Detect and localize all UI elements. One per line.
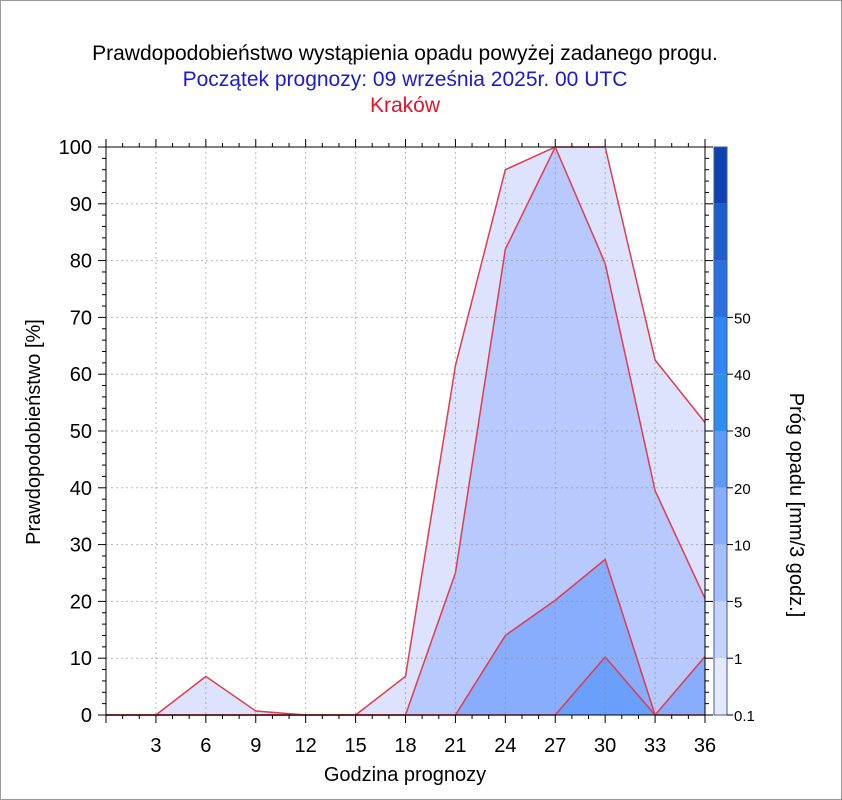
- colorbar-segment: [714, 374, 727, 431]
- x-tick-label: 9: [250, 735, 261, 757]
- chart-title: Prawdopodobieństwo wystąpienia opadu pow…: [92, 42, 718, 65]
- colorbar: 0.1 1 5 10 20 30 40 50: [713, 146, 755, 725]
- y-tick-label: 10: [70, 648, 92, 670]
- y-tick-label: 60: [70, 364, 92, 386]
- colorbar-segment: [714, 260, 727, 318]
- colorbar-segment: [714, 431, 727, 488]
- y-tick-label: 50: [70, 421, 92, 443]
- colorbar-segment: [714, 317, 727, 375]
- x-tick-label: 33: [644, 735, 666, 757]
- x-tick-label: 21: [444, 735, 466, 757]
- x-tick-label: 3: [150, 735, 161, 757]
- chart-subtitle: Początek prognozy: 09 września 2025r. 00…: [182, 68, 628, 91]
- colorbar-tick-label: 30: [734, 424, 751, 441]
- y-tick-label: 0: [81, 705, 92, 727]
- y-tick-label: 100: [59, 137, 92, 159]
- y-tick-label: 40: [70, 478, 92, 500]
- y-tick-label: 70: [70, 307, 92, 329]
- area-threshold-10: [106, 657, 705, 715]
- colorbar-segment: [714, 487, 727, 545]
- x-tick-label: 24: [494, 735, 516, 757]
- colorbar-label: Próg opadu [mm/3 godz.]: [785, 393, 807, 618]
- colorbar-segment: [714, 658, 727, 715]
- colorbar-tick-label: 1: [734, 651, 742, 668]
- colorbar-tick-label: 0.1: [734, 708, 755, 725]
- colorbar-tick-label: 10: [734, 538, 751, 555]
- y-tick-label: 20: [70, 591, 92, 613]
- x-tick-label: 18: [394, 735, 416, 757]
- colorbar-segment: [714, 203, 727, 261]
- colorbar-tick-label: 40: [734, 367, 751, 384]
- colorbar-segment: [714, 601, 727, 659]
- location-label: Kraków: [369, 94, 441, 117]
- colorbar-tick-label: 50: [734, 310, 751, 327]
- colorbar-tick-label: 20: [734, 481, 751, 498]
- x-tick-label: 36: [694, 735, 716, 757]
- y-axis-label: Prawdopodobieństwo [%]: [23, 319, 45, 545]
- x-tick-label: 12: [295, 735, 317, 757]
- y-tick-label: 30: [70, 535, 92, 557]
- x-axis-label: Godzina prognozy: [324, 764, 486, 786]
- colorbar-segment: [714, 544, 727, 602]
- x-tick-label: 27: [544, 735, 566, 757]
- area-threshold-5: [106, 559, 705, 715]
- y-tick-label: 90: [70, 194, 92, 216]
- colorbar-segment: [714, 147, 727, 204]
- x-tick-label: 30: [594, 735, 616, 757]
- x-tick-label: 15: [344, 735, 366, 757]
- y-tick-label: 80: [70, 251, 92, 273]
- colorbar-tick-label: 5: [734, 594, 742, 611]
- x-tick-label: 6: [200, 735, 211, 757]
